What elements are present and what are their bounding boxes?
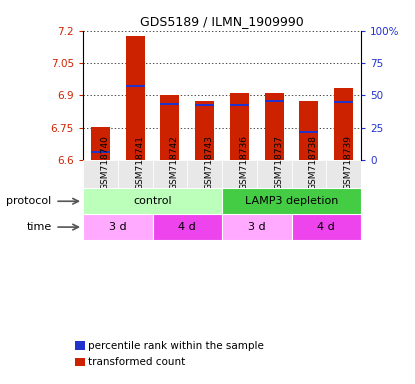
Text: GSM718742: GSM718742 — [170, 135, 179, 190]
Bar — [291, 160, 326, 188]
Bar — [126, 36, 145, 160]
Text: GSM718740: GSM718740 — [100, 135, 110, 190]
Text: 4 d: 4 d — [178, 222, 196, 232]
Text: GSM718743: GSM718743 — [205, 135, 214, 190]
Bar — [83, 188, 222, 214]
Bar — [195, 101, 214, 160]
Bar — [195, 104, 214, 106]
Bar — [257, 160, 291, 188]
Bar — [230, 104, 249, 106]
Bar — [222, 188, 361, 214]
Bar — [153, 160, 187, 188]
Text: LAMP3 depletion: LAMP3 depletion — [245, 196, 338, 206]
Bar — [160, 103, 179, 105]
Text: 4 d: 4 d — [317, 222, 335, 232]
Text: control: control — [133, 196, 172, 206]
Title: GDS5189 / ILMN_1909990: GDS5189 / ILMN_1909990 — [140, 15, 304, 28]
Text: transformed count: transformed count — [88, 357, 185, 367]
Bar — [91, 151, 110, 153]
Text: GSM718741: GSM718741 — [135, 135, 144, 190]
Text: GSM718739: GSM718739 — [344, 135, 353, 190]
Text: percentile rank within the sample: percentile rank within the sample — [88, 341, 264, 351]
Text: time: time — [27, 222, 52, 232]
Bar — [153, 214, 222, 240]
Bar — [326, 160, 361, 188]
Bar — [187, 160, 222, 188]
Text: GSM718736: GSM718736 — [239, 135, 249, 190]
Bar — [222, 160, 257, 188]
Bar — [299, 131, 318, 133]
Bar — [126, 84, 145, 87]
Bar — [83, 214, 153, 240]
Text: GSM718738: GSM718738 — [309, 135, 318, 190]
Bar — [291, 214, 361, 240]
Bar — [299, 101, 318, 160]
Text: 3 d: 3 d — [248, 222, 266, 232]
Bar — [118, 160, 153, 188]
Bar — [334, 88, 353, 160]
Bar — [222, 214, 291, 240]
Text: 3 d: 3 d — [109, 222, 127, 232]
Bar — [334, 101, 353, 103]
Bar — [83, 160, 118, 188]
Bar — [265, 99, 284, 102]
Text: GSM718737: GSM718737 — [274, 135, 283, 190]
Text: protocol: protocol — [7, 196, 52, 206]
Bar — [160, 95, 179, 160]
Bar — [230, 93, 249, 160]
Bar — [265, 93, 284, 160]
Bar — [91, 127, 110, 160]
